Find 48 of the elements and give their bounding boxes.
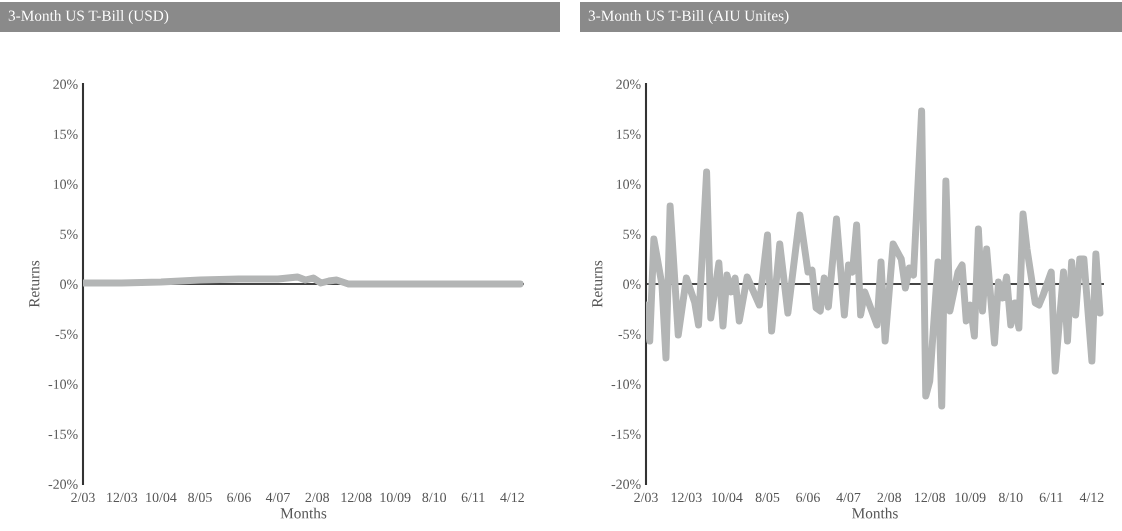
x-tick-label: 2/08 xyxy=(305,492,330,503)
x-tick-label: 4/12 xyxy=(500,492,524,503)
y-tick-label: -15% xyxy=(611,429,641,439)
y-tick-label: -20% xyxy=(611,479,641,489)
x-tick-label: 4/07 xyxy=(836,492,861,503)
chart-title: 3-Month US T-Bill (AIU Unites) xyxy=(588,10,789,24)
x-tick-label: 8/05 xyxy=(188,492,212,503)
x-tick-label: 10/09 xyxy=(955,492,986,503)
x-tick-label: 6/11 xyxy=(1039,492,1063,503)
x-axis-title: Months xyxy=(280,507,327,519)
y-tick-label: -5% xyxy=(618,329,641,339)
x-tick-label: 6/06 xyxy=(227,492,251,503)
x-tick-label: 6/06 xyxy=(796,492,820,503)
x-tick-label: 2/03 xyxy=(634,492,658,503)
x-tick-label: 10/04 xyxy=(712,492,743,503)
y-tick-label: 0% xyxy=(60,279,78,289)
y-axis-title: Returns xyxy=(592,260,603,308)
y-tick-label: 10% xyxy=(616,179,641,189)
x-tick-label: 6/11 xyxy=(461,492,485,503)
x-tick-label: 12/08 xyxy=(915,492,946,503)
y-tick-label: 5% xyxy=(60,229,78,239)
y-tick-label: 15% xyxy=(616,129,641,139)
x-tick-label: 8/05 xyxy=(755,492,780,503)
y-tick-label: -10% xyxy=(48,379,78,389)
y-tick-label: 0% xyxy=(623,279,641,289)
y-tick-label: -20% xyxy=(48,479,78,489)
x-tick-label: 2/03 xyxy=(71,492,95,503)
x-tick-label: 4/07 xyxy=(265,492,290,503)
x-tick-label: 12/08 xyxy=(341,492,372,503)
x-axis-title: Months xyxy=(852,507,898,519)
x-tick-label: 8/10 xyxy=(422,492,447,503)
y-tick-label: -5% xyxy=(55,329,78,339)
y-tick-label: 10% xyxy=(53,179,78,189)
y-axis-title: Returns xyxy=(29,260,40,308)
x-tick-label: 10/04 xyxy=(146,492,177,503)
y-tick-label: 15% xyxy=(53,129,78,139)
chart-title: 3-Month US T-Bill (USD) xyxy=(8,10,169,24)
y-tick-label: 20% xyxy=(53,79,78,89)
y-tick-label: 20% xyxy=(616,79,641,89)
y-tick-label: -15% xyxy=(48,429,78,439)
x-tick-label: 12/03 xyxy=(671,492,702,503)
x-tick-label: 12/03 xyxy=(107,492,138,503)
x-tick-label: 10/09 xyxy=(380,492,411,503)
y-tick-label: -10% xyxy=(611,379,641,389)
x-tick-label: 4/12 xyxy=(1079,492,1104,503)
x-tick-label: 8/10 xyxy=(998,492,1023,503)
x-tick-label: 2/08 xyxy=(877,492,902,503)
y-tick-label: 5% xyxy=(623,229,641,239)
